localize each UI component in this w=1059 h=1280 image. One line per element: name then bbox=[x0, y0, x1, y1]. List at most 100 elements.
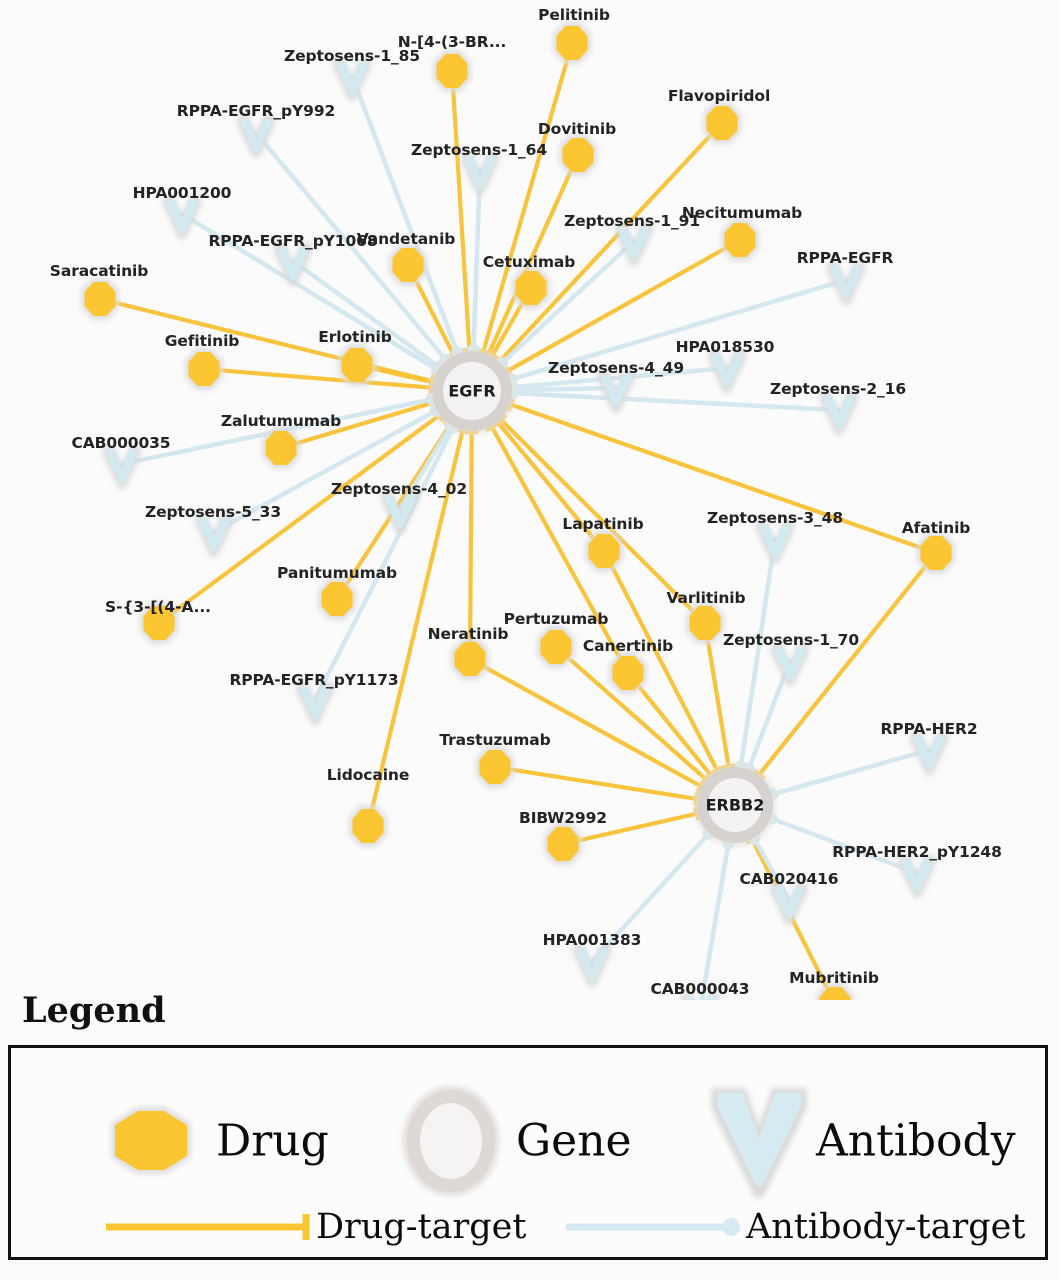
drug-target-edge bbox=[625, 670, 713, 777]
network-canvas[interactable] bbox=[0, 0, 1059, 1000]
antibody-target-edge bbox=[589, 831, 712, 965]
drug-node[interactable] bbox=[140, 602, 178, 644]
antibody-node[interactable] bbox=[756, 521, 794, 564]
drug-node[interactable] bbox=[553, 22, 591, 64]
antibody-node[interactable] bbox=[820, 392, 858, 435]
antibody-node[interactable] bbox=[827, 262, 865, 305]
drug-node[interactable] bbox=[917, 532, 955, 574]
drug-target-edge bbox=[365, 428, 465, 829]
drug-target-edge bbox=[489, 424, 631, 676]
antibody-node[interactable] bbox=[615, 223, 653, 266]
drug-target-edge bbox=[481, 40, 575, 354]
antibody-node[interactable] bbox=[461, 152, 499, 195]
drug-node-shape bbox=[724, 223, 756, 257]
antibody-target-edge bbox=[211, 408, 439, 535]
antibody-target-edge bbox=[499, 238, 637, 366]
drug-node[interactable] bbox=[544, 823, 582, 865]
antibody-target-edge bbox=[738, 536, 778, 769]
drug-target-edge bbox=[467, 656, 703, 789]
antibody-node-shape bbox=[685, 997, 715, 1000]
antibody-node-shape bbox=[577, 948, 607, 981]
gene-node-core bbox=[708, 778, 762, 832]
drug-node-shape bbox=[588, 534, 620, 568]
antibody-node-shape bbox=[775, 647, 805, 680]
drug-target-edge bbox=[495, 420, 607, 554]
antibody-node[interactable] bbox=[771, 643, 809, 686]
drug-target-edge bbox=[560, 811, 700, 847]
drug-node[interactable] bbox=[686, 602, 724, 644]
gene-node-label: ERBB2 bbox=[705, 795, 765, 815]
drug-node[interactable] bbox=[338, 344, 376, 386]
antibody-node[interactable] bbox=[195, 514, 233, 557]
drug-node-shape bbox=[706, 106, 738, 140]
antibody-node[interactable] bbox=[898, 855, 936, 898]
antibody-node[interactable] bbox=[103, 446, 141, 489]
drug-target-edge bbox=[486, 152, 581, 356]
antibody-node[interactable] bbox=[681, 993, 719, 1000]
drug-node-shape bbox=[689, 606, 721, 640]
drug-node[interactable] bbox=[609, 652, 647, 694]
antibody-target-edge bbox=[312, 425, 456, 703]
legend-antibody-target-label: Antibody-target bbox=[746, 1207, 1026, 1247]
drug-node-shape bbox=[556, 26, 588, 60]
antibody-node[interactable] bbox=[237, 115, 275, 158]
antibody-node[interactable] bbox=[910, 732, 948, 775]
drug-target-edge bbox=[492, 764, 699, 802]
antibody-node-shape bbox=[712, 354, 742, 387]
drug-node[interactable] bbox=[512, 267, 550, 309]
legend-gene-label: Gene bbox=[516, 1115, 632, 1167]
drug-node[interactable] bbox=[559, 134, 597, 176]
antibody-node[interactable] bbox=[597, 370, 635, 413]
antibody-node-shape bbox=[760, 525, 790, 558]
drug-node-shape bbox=[84, 282, 116, 316]
drug-node-shape bbox=[436, 54, 468, 88]
antibody-node-shape bbox=[774, 886, 804, 919]
antibody-target-edge bbox=[769, 816, 920, 876]
antibody-node[interactable] bbox=[770, 882, 808, 925]
antibody-node-shape bbox=[278, 247, 308, 280]
legend-drug-label: Drug bbox=[216, 1115, 329, 1167]
antibody-target-edge bbox=[290, 258, 442, 370]
drug-node[interactable] bbox=[185, 348, 223, 390]
drug-node[interactable] bbox=[537, 626, 575, 668]
antibody-node[interactable] bbox=[333, 58, 371, 101]
antibody-target-edge bbox=[510, 390, 842, 413]
drug-target-edge bbox=[757, 550, 939, 777]
antibody-node[interactable] bbox=[708, 350, 746, 393]
antibody-node[interactable] bbox=[274, 243, 312, 286]
antibody-target-edge bbox=[770, 747, 932, 797]
drug-node[interactable] bbox=[81, 278, 119, 320]
drug-node[interactable] bbox=[262, 427, 300, 469]
drug-node-shape bbox=[341, 348, 373, 382]
gene-node[interactable] bbox=[429, 348, 515, 434]
drug-node[interactable] bbox=[703, 102, 741, 144]
drug-target-edge bbox=[201, 366, 434, 390]
drug-node[interactable] bbox=[349, 805, 387, 847]
drug-target-edge bbox=[449, 68, 472, 353]
antibody-node-shape bbox=[831, 266, 861, 299]
drug-node[interactable] bbox=[816, 983, 854, 1000]
antibody-target-edge bbox=[179, 211, 440, 372]
drug-node[interactable] bbox=[433, 50, 471, 92]
drug-node[interactable] bbox=[389, 244, 427, 286]
antibody-node[interactable] bbox=[573, 944, 611, 987]
drug-node[interactable] bbox=[476, 746, 514, 788]
drug-node[interactable] bbox=[721, 219, 759, 261]
antibody-node-shape bbox=[619, 227, 649, 260]
antibody-node-shape bbox=[385, 495, 415, 528]
gene-node[interactable] bbox=[694, 764, 776, 846]
antibody-node[interactable] bbox=[296, 682, 334, 725]
drug-node-shape bbox=[547, 827, 579, 861]
drug-node-shape bbox=[562, 138, 594, 172]
drug-node[interactable] bbox=[451, 638, 489, 680]
antibody-node-shape bbox=[824, 396, 854, 429]
drug-target-edge bbox=[750, 837, 836, 1000]
drug-node[interactable] bbox=[318, 578, 356, 620]
antibody-node[interactable] bbox=[163, 196, 201, 239]
drug-node[interactable] bbox=[585, 530, 623, 572]
drug-node-shape bbox=[265, 431, 297, 465]
antibody-target-edge bbox=[510, 385, 619, 393]
antibody-node-shape bbox=[914, 736, 944, 769]
antibody-node[interactable] bbox=[381, 491, 419, 534]
edges-layer bbox=[97, 40, 939, 1000]
